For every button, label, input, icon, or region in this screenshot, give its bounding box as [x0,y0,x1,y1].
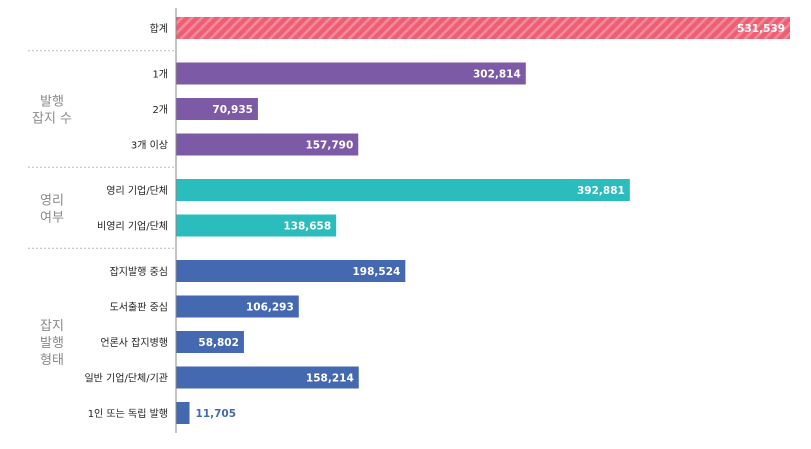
value-label: 70,935 [212,104,253,116]
value-label: 11,705 [196,408,237,420]
bar [176,133,359,156]
category-label: 언론사 잡지병행 [100,337,168,349]
value-label: 106,293 [246,302,294,314]
value-label: 138,658 [283,221,331,233]
bar [176,260,406,282]
value-label: 158,214 [306,373,354,385]
value-label: 531,539 [737,23,785,35]
bar [176,331,244,353]
bar [176,366,359,389]
category-label: 1인 또는 독립 발행 [88,407,168,420]
bar [176,62,526,85]
group-label: 여부 [40,210,64,225]
bar [176,214,337,237]
value-label: 198,524 [352,266,400,278]
bar [176,179,630,201]
category-label: 비영리 기업/단체 [97,220,168,233]
category-label: 2개 [152,104,168,116]
group-label: 잡지 수 [32,112,72,127]
value-label: 157,790 [305,140,353,152]
group-label: 발행 [40,335,64,351]
value-label: 302,814 [473,69,521,81]
category-label: 3개 이상 [131,140,168,152]
category-label: 도서출판 중심 [110,302,168,314]
bar [176,295,299,318]
value-label: 392,881 [577,185,625,197]
group-label: 잡지 [40,319,64,334]
bar [176,17,790,39]
category-label: 합계 [150,23,168,35]
group-label: 형태 [40,353,64,368]
bar [176,98,258,120]
group-label: 영리 [40,193,64,208]
category-label: 일반 기업/단체/기관 [84,372,168,385]
value-label: 58,802 [198,337,239,349]
category-label: 영리 기업/단체 [106,184,168,197]
group-label: 발행 [40,94,64,110]
category-label: 1개 [152,69,168,81]
category-label: 잡지발행 중심 [110,266,168,278]
bar [176,402,190,424]
